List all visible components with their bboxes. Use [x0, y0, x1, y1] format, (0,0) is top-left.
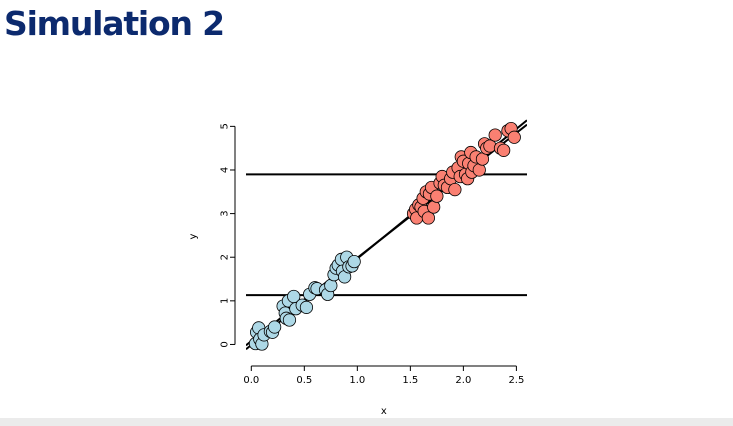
x-tick-label: 1.0 [349, 375, 365, 386]
point-series1-17 [299, 300, 314, 314]
point-series2-12 [430, 189, 444, 203]
x-axis-label: x [381, 406, 387, 417]
bottom-strip [0, 418, 733, 426]
point-series2-8 [421, 211, 435, 225]
point-series2-38 [497, 143, 511, 157]
x-tick-label: 1.5 [402, 375, 418, 386]
y-tick-label: 5 [220, 123, 231, 129]
y-tick-label: 2 [220, 254, 231, 260]
x-tick-label: 2.0 [455, 375, 471, 386]
y-tick-label: 4 [220, 167, 231, 173]
point-series2-11 [427, 200, 441, 214]
x-tick-label: 2.5 [508, 375, 524, 386]
x-tick-label: 0.0 [243, 375, 259, 386]
point-series1-13 [282, 313, 297, 327]
x-tick-label: 0.5 [296, 375, 312, 386]
axes [234, 126, 517, 367]
point-series1-33 [347, 254, 361, 269]
slide-title: Simulation 2 [4, 4, 225, 43]
y-tick-label: 1 [220, 298, 231, 304]
point-series1-8 [268, 320, 282, 334]
point-series2-41 [507, 130, 521, 144]
point-series2-31 [472, 163, 486, 177]
y-ticks: 0 1 2 3 4 5 [220, 123, 235, 348]
point-series1-23 [324, 278, 338, 293]
point-series2-35 [483, 139, 497, 153]
y-tick-label: 0 [220, 341, 231, 347]
point-layer [248, 121, 521, 351]
point-series2-19 [448, 183, 462, 197]
y-tick-label: 3 [220, 210, 231, 216]
x-ticks: 0.0 0.5 1.0 1.5 2.0 2.5 [243, 366, 524, 386]
point-series2-36 [488, 128, 502, 142]
y-axis-label: y [188, 233, 199, 239]
